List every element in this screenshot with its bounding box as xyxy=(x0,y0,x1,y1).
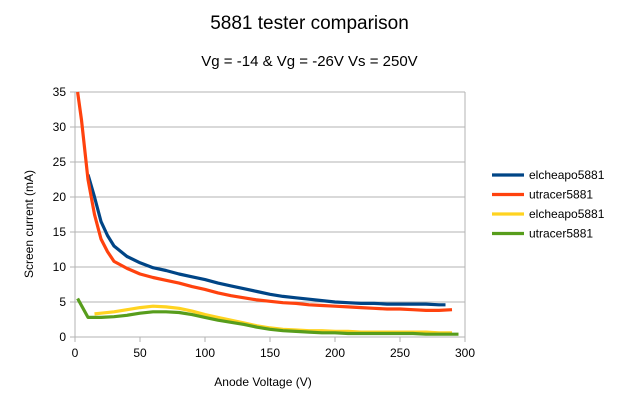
y-tick-label: 30 xyxy=(53,120,67,134)
x-axis-title: Anode Voltage (V) xyxy=(214,375,311,389)
x-tick-label: 150 xyxy=(260,346,280,360)
ticks-layer: 0 5 10 15 20 25 30 35 0 50 100 150 200 250 300 xyxy=(53,85,476,360)
series-layer xyxy=(76,91,459,336)
y-tick-label: 35 xyxy=(53,85,67,99)
x-tick-label: 250 xyxy=(390,346,410,360)
x-tick-label: 0 xyxy=(72,346,79,360)
x-tick-label: 100 xyxy=(195,346,215,360)
legend-label: elcheapo5881 xyxy=(529,168,605,182)
y-tick-label: 0 xyxy=(59,330,66,344)
x-tick-label: 300 xyxy=(455,346,475,360)
legend-label: utracer5881 xyxy=(529,227,593,241)
x-tick-label: 200 xyxy=(325,346,345,360)
y-tick-label: 25 xyxy=(53,155,67,169)
y-tick-label: 10 xyxy=(53,260,67,274)
legend-label: elcheapo5881 xyxy=(529,207,605,221)
legend-label: utracer5881 xyxy=(529,188,593,202)
y-tick-label: 20 xyxy=(53,190,67,204)
series-line-1 xyxy=(76,91,453,312)
y-axis-title: Screen current (mA) xyxy=(22,170,36,278)
legend: elcheapo5881 utracer5881 elcheapo5881 utrac… xyxy=(492,168,605,241)
series-line-0 xyxy=(86,174,446,307)
chart-title: 5881 tester comparison xyxy=(210,13,409,34)
y-tick-label: 5 xyxy=(59,295,66,309)
series-line-3 xyxy=(76,297,459,336)
chart-subtitle: Vg = -14 & Vg = -26V Vs = 250V xyxy=(201,53,418,70)
y-tick-label: 15 xyxy=(53,225,67,239)
x-tick-label: 50 xyxy=(133,346,147,360)
